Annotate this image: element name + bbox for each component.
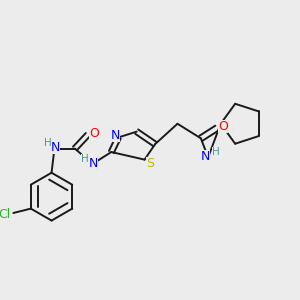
Text: S: S	[146, 157, 154, 169]
Text: H: H	[81, 154, 89, 164]
Text: H: H	[212, 147, 219, 157]
Text: O: O	[89, 127, 99, 140]
Text: N: N	[88, 157, 98, 170]
Text: N: N	[111, 129, 120, 142]
Text: Cl: Cl	[0, 208, 11, 221]
Text: N: N	[51, 142, 60, 154]
Text: N: N	[201, 150, 211, 163]
Text: O: O	[218, 120, 228, 133]
Text: H: H	[44, 138, 51, 148]
